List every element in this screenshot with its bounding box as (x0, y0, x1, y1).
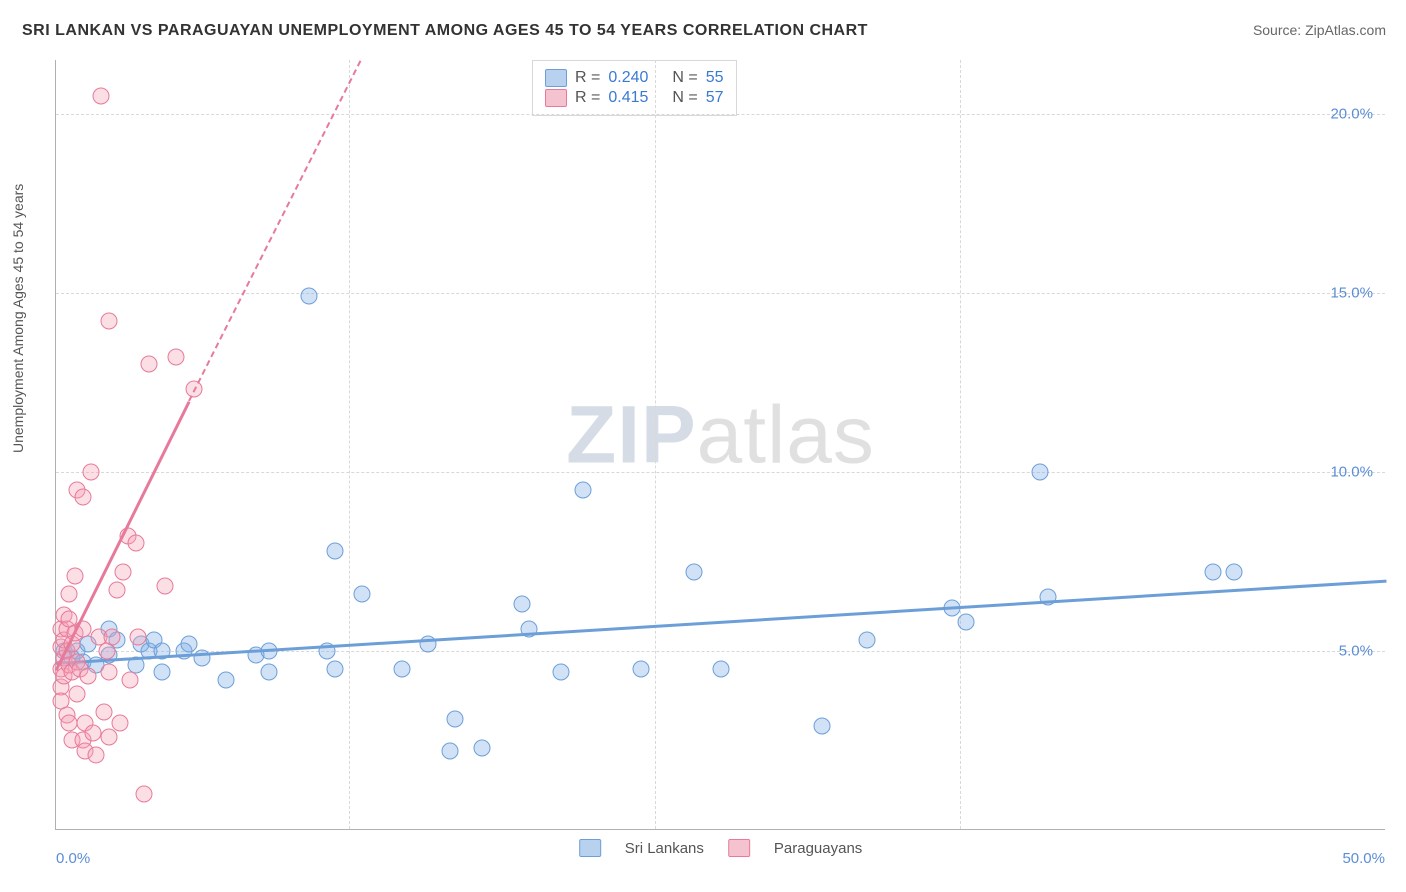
data-point-paraguayans (157, 578, 174, 595)
data-point-paraguayans (111, 714, 128, 731)
data-point-paraguayans (130, 628, 147, 645)
y-axis-label: Unemployment Among Ages 45 to 54 years (10, 184, 26, 453)
stat-n-value-paraguayans: 57 (706, 89, 724, 107)
gridline-horizontal (56, 472, 1385, 473)
data-point-sri_lankans (814, 718, 831, 735)
legend-stats-row-srilankans: R = 0.240 N = 55 (545, 69, 724, 87)
legend-label-paraguayans: Paraguayans (774, 840, 862, 857)
swatch-srilankans-icon (579, 839, 601, 857)
data-point-sri_lankans (393, 660, 410, 677)
x-tick-origin: 0.0% (56, 850, 90, 867)
watermark-atlas: atlas (697, 389, 875, 480)
stat-r-label: R = (575, 89, 600, 107)
data-point-paraguayans (82, 463, 99, 480)
data-point-sri_lankans (1032, 463, 1049, 480)
legend-label-srilankans: Sri Lankans (625, 840, 704, 857)
gridline-horizontal (56, 293, 1385, 294)
y-tick-label: 20.0% (1330, 105, 1373, 122)
watermark-zip: ZIP (566, 389, 697, 480)
y-tick-label: 10.0% (1330, 463, 1373, 480)
plot-area: ZIPatlas R = 0.240 N = 55 R = 0.415 N = … (55, 60, 1385, 830)
data-point-paraguayans (114, 564, 131, 581)
data-point-sri_lankans (686, 564, 703, 581)
chart-title: SRI LANKAN VS PARAGUAYAN UNEMPLOYMENT AM… (22, 22, 868, 40)
data-point-paraguayans (93, 87, 110, 104)
data-point-paraguayans (135, 786, 152, 803)
data-point-paraguayans (103, 628, 120, 645)
data-point-sri_lankans (859, 632, 876, 649)
data-point-sri_lankans (260, 664, 277, 681)
legend-stats-box: R = 0.240 N = 55 R = 0.415 N = 57 (532, 60, 737, 116)
legend-categories: Sri Lankans Paraguayans (579, 839, 863, 857)
trendline (188, 61, 361, 402)
y-tick-label: 15.0% (1330, 284, 1373, 301)
data-point-sri_lankans (353, 585, 370, 602)
data-point-sri_lankans (513, 596, 530, 613)
data-point-sri_lankans (574, 481, 591, 498)
data-point-paraguayans (74, 488, 91, 505)
data-point-paraguayans (85, 725, 102, 742)
data-point-sri_lankans (633, 660, 650, 677)
data-point-sri_lankans (1226, 564, 1243, 581)
swatch-paraguayans-icon (728, 839, 750, 857)
data-point-paraguayans (61, 714, 78, 731)
data-point-paraguayans (95, 703, 112, 720)
data-point-sri_lankans (181, 635, 198, 652)
data-point-sri_lankans (441, 743, 458, 760)
data-point-paraguayans (101, 664, 118, 681)
source-label: Source: ZipAtlas.com (1253, 22, 1386, 38)
gridline-horizontal (56, 114, 1385, 115)
data-point-sri_lankans (300, 288, 317, 305)
trendline (55, 401, 191, 671)
gridline-vertical (349, 60, 350, 829)
data-point-sri_lankans (473, 739, 490, 756)
gridline-vertical (960, 60, 961, 829)
stat-r-value-paraguayans: 0.415 (608, 89, 648, 107)
watermark: ZIPatlas (566, 388, 875, 482)
data-point-paraguayans (69, 685, 86, 702)
data-point-sri_lankans (1205, 564, 1222, 581)
stat-r-label: R = (575, 69, 600, 87)
data-point-paraguayans (141, 356, 158, 373)
stat-r-value-srilankans: 0.240 (608, 69, 648, 87)
data-point-paraguayans (101, 728, 118, 745)
stat-n-label: N = (672, 89, 697, 107)
data-point-paraguayans (66, 567, 83, 584)
y-tick-label: 5.0% (1339, 642, 1373, 659)
data-point-paraguayans (127, 535, 144, 552)
data-point-sri_lankans (154, 664, 171, 681)
swatch-paraguayans-icon (545, 89, 567, 107)
data-point-sri_lankans (713, 660, 730, 677)
data-point-paraguayans (61, 585, 78, 602)
data-point-sri_lankans (327, 660, 344, 677)
data-point-paraguayans (101, 313, 118, 330)
swatch-srilankans-icon (545, 69, 567, 87)
data-point-paraguayans (87, 746, 104, 763)
data-point-sri_lankans (218, 671, 235, 688)
x-tick-max: 50.0% (1342, 850, 1385, 867)
legend-stats-row-paraguayans: R = 0.415 N = 57 (545, 89, 724, 107)
data-point-sri_lankans (447, 710, 464, 727)
data-point-paraguayans (122, 671, 139, 688)
stat-n-label: N = (672, 69, 697, 87)
data-point-paraguayans (79, 668, 96, 685)
data-point-paraguayans (109, 582, 126, 599)
data-point-sri_lankans (553, 664, 570, 681)
stat-n-value-srilankans: 55 (706, 69, 724, 87)
data-point-paraguayans (167, 349, 184, 366)
data-point-sri_lankans (327, 542, 344, 559)
gridline-vertical (655, 60, 656, 829)
data-point-sri_lankans (957, 614, 974, 631)
